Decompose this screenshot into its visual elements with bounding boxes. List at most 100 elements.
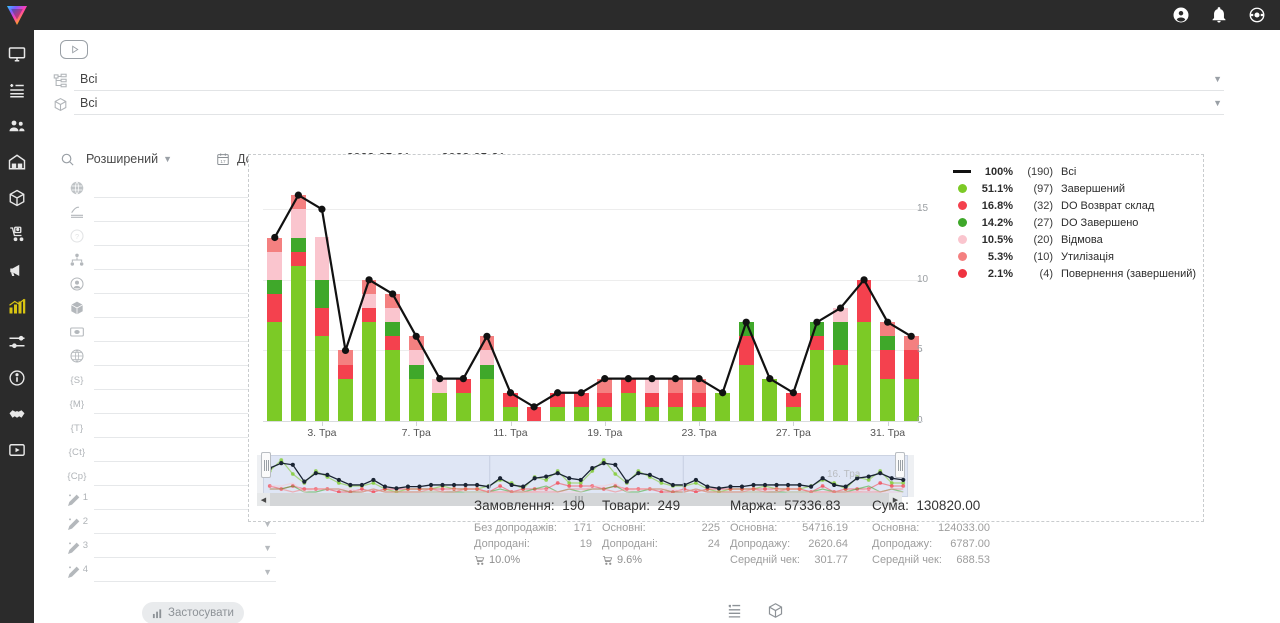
legend-label: Завершений [1061, 182, 1126, 195]
stat-line-label: Основна: [730, 522, 778, 534]
scroll-right-arrow[interactable]: ▶ [889, 493, 902, 506]
filter-row-content-ct[interactable]: {Ct}▼ [60, 440, 276, 464]
sidebar-item-partners[interactable] [5, 402, 29, 426]
filter-row-campaign-cp[interactable]: {Cp}▼ [60, 464, 276, 488]
navigator-scrollbar[interactable]: ◀ ||| ▶ [257, 493, 902, 506]
sidebar-item-cart[interactable] [5, 222, 29, 246]
scroll-left-arrow[interactable]: ◀ [257, 493, 270, 506]
search-icon[interactable] [60, 152, 86, 167]
filter-value-field[interactable]: ▼ [94, 514, 276, 534]
bar-column[interactable] [550, 392, 565, 421]
bar-column[interactable] [573, 392, 589, 421]
chevron-down-icon[interactable]: ▼ [263, 567, 272, 577]
filter-row-globe[interactable]: ▼ [60, 176, 276, 200]
bar-column[interactable] [267, 237, 283, 421]
package-icon[interactable] [767, 602, 784, 619]
filter-row-source-s[interactable]: {S}▼ [60, 368, 276, 392]
sidebar-item-video[interactable] [5, 438, 29, 462]
sidebar-item-info[interactable] [5, 366, 29, 390]
navigator-handle-left[interactable] [261, 452, 271, 478]
bar-column[interactable] [597, 378, 613, 421]
support-headset-icon[interactable] [1248, 6, 1266, 24]
bar-column[interactable] [715, 392, 730, 421]
sidebar-item-box[interactable] [5, 186, 29, 210]
filter-row-banknote[interactable]: ▼ [60, 320, 276, 344]
chevron-down-icon[interactable]: ▼ [263, 519, 272, 529]
filter-value-field[interactable]: ▼ [94, 562, 276, 582]
apply-button[interactable]: Застосувати [142, 602, 244, 623]
legend-item[interactable]: 100% (190) Всі [949, 163, 1199, 180]
filter-row-medium-m[interactable]: {M}▼ [60, 392, 276, 416]
filter-row-box-3d[interactable]: ▼ [60, 296, 276, 320]
bar-segment [267, 322, 283, 421]
bar-column[interactable] [361, 279, 377, 421]
bar-column[interactable] [668, 378, 683, 421]
bar-column[interactable] [314, 237, 330, 421]
video-tutorial-button[interactable] [60, 40, 88, 59]
legend-item[interactable]: 2.1% (4) Повернення (завершений) [949, 265, 1199, 282]
stat-line-label: Основна: [872, 522, 920, 534]
sidebar-item-warehouse[interactable] [5, 150, 29, 174]
filter-row-pen-1[interactable]: 1▼ [60, 488, 276, 512]
chart-navigator[interactable] [263, 455, 908, 498]
legend-item[interactable]: 14.2% (27) DO Завершено [949, 214, 1199, 231]
chevron-down-icon[interactable]: ▼ [1213, 74, 1222, 84]
sidebar-item-analytics[interactable] [5, 294, 29, 318]
bar-column[interactable] [479, 336, 495, 421]
bar-column[interactable] [809, 322, 825, 421]
bar-column[interactable] [691, 378, 707, 421]
bar-column[interactable] [408, 336, 424, 421]
search-mode-dropdown[interactable]: Розширений ▼ [86, 152, 172, 166]
stat-line-value: 19 [579, 538, 592, 550]
bar-column[interactable] [786, 392, 801, 421]
bar-segment [432, 378, 448, 393]
legend-item[interactable]: 51.1% (97) Завершений [949, 180, 1199, 197]
sidebar-item-list-add[interactable] [5, 78, 29, 102]
bar-column[interactable] [738, 322, 754, 421]
app-logo[interactable] [0, 0, 34, 30]
filter-row-pen-3[interactable]: 3 ▼ [60, 536, 276, 560]
legend-percent: 10.5% [981, 233, 1013, 246]
navigator-handle-right[interactable] [895, 452, 905, 478]
bar-column[interactable] [644, 378, 660, 421]
bar-column[interactable] [503, 392, 518, 421]
filter-value-field[interactable]: ▼ [94, 538, 276, 558]
list-detail-icon[interactable] [726, 602, 743, 619]
bar-column[interactable] [526, 406, 542, 421]
sidebar-item-megaphone[interactable] [5, 258, 29, 282]
bar-column[interactable] [291, 195, 306, 421]
bar-column[interactable] [338, 350, 353, 421]
filter-row-user-circle[interactable]: ▼ [60, 272, 276, 296]
bar-column[interactable] [880, 322, 895, 421]
scroll-grip[interactable]: ||| [574, 495, 585, 504]
sidebar-item-users[interactable] [5, 114, 29, 138]
filter-row-term-t[interactable]: {T}▼ [60, 416, 276, 440]
filter-row-pen-4[interactable]: 4 ▼ [60, 560, 276, 584]
legend-item[interactable]: 16.8% (32) DO Возврат склад [949, 197, 1199, 214]
legend-item[interactable]: 10.5% (20) Відмова [949, 231, 1199, 248]
bar-column[interactable] [833, 308, 848, 421]
workspace: ▼ ▼ Розширений [34, 30, 1280, 623]
chevron-down-icon-2[interactable]: ▼ [1213, 98, 1222, 108]
bar-column[interactable] [856, 279, 872, 421]
bar-column[interactable] [621, 378, 636, 421]
filter-row-globe-grid[interactable]: ▼ [60, 344, 276, 368]
filter-row-signature[interactable]: ▼ [60, 200, 276, 224]
bar-column[interactable] [432, 378, 448, 421]
bar-column[interactable] [385, 293, 400, 421]
legend-item[interactable]: 5.3% (10) Утилізація [949, 248, 1199, 265]
sidebar-item-settings[interactable] [5, 330, 29, 354]
account-icon[interactable] [1172, 6, 1190, 24]
bar-column[interactable] [456, 378, 471, 421]
filter-row-pen-2[interactable]: 2 ▼ [60, 512, 276, 536]
sidebar-item-monitor[interactable] [5, 42, 29, 66]
product-select-input[interactable] [74, 93, 1224, 115]
chart-small-icon [152, 608, 162, 618]
group-select-input[interactable] [74, 69, 1224, 91]
bar-column[interactable] [762, 378, 778, 421]
chevron-down-icon[interactable]: ▼ [263, 543, 272, 553]
filter-row-question-circle[interactable]: ?▼ [60, 224, 276, 248]
bell-icon[interactable] [1210, 6, 1228, 24]
filter-row-sitemap[interactable]: ▼ [60, 248, 276, 272]
